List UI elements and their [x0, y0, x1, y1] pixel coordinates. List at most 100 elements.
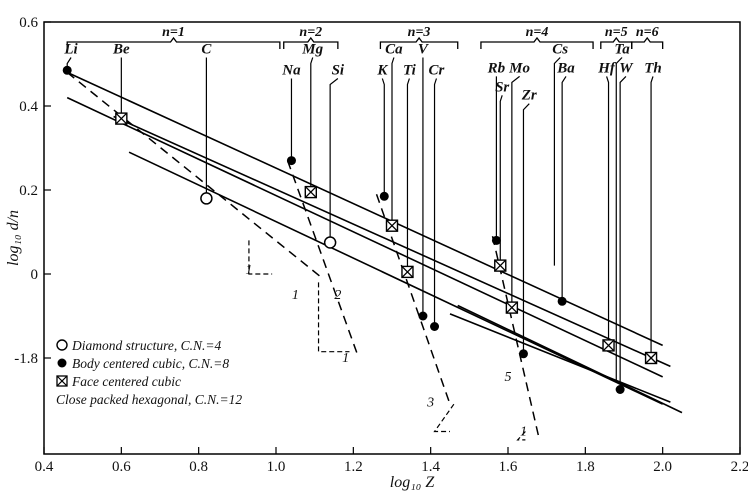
- data-point-fcc: [401, 265, 414, 279]
- group-label: n=5: [605, 25, 628, 40]
- element-label: V: [418, 42, 430, 58]
- trend-line: [449, 313, 671, 403]
- slope-triangle: [433, 403, 455, 433]
- slope-label: 3: [426, 395, 434, 410]
- slope-triangle: [317, 282, 350, 353]
- group-brace: [283, 36, 339, 49]
- group-brace: [480, 36, 594, 49]
- legend-entry: Close packed hexagonal, C.N.=12: [56, 392, 242, 407]
- legend: Diamond structure, C.N.=4 Body centered c…: [56, 338, 242, 407]
- data-point-fcc: [304, 185, 317, 199]
- element-label: K: [376, 63, 388, 79]
- fcc-marker-cross: [401, 265, 414, 278]
- data-point-bcc: [430, 322, 440, 331]
- element-label: Cs: [552, 42, 568, 58]
- element-label: Hf: [597, 60, 617, 76]
- element-label: Sr: [495, 79, 509, 95]
- data-point-fcc: [385, 219, 399, 232]
- element-leader-line: [310, 57, 314, 193]
- y-tick-label: 0.2: [19, 183, 38, 199]
- data-point-bcc: [491, 235, 501, 245]
- legend-marker-diamond: [56, 339, 68, 351]
- fcc-marker-cross: [645, 352, 658, 364]
- slope-triangle: [516, 431, 526, 441]
- element-label: Li: [63, 42, 78, 58]
- x-tick-label: 1.0: [267, 459, 286, 475]
- trend-line: [128, 151, 664, 405]
- data-point-fcc: [494, 259, 507, 272]
- element-leader-line: [553, 57, 561, 266]
- fcc-marker-cross: [505, 301, 518, 314]
- element-label: Rb: [487, 60, 506, 76]
- element-leader-line: [406, 78, 410, 272]
- element-leader-line: [391, 57, 395, 226]
- x-axis: 0.4 0.6 0.8 1.0 1.2 1.4 1.6 1.8 2.0 2.2: [35, 447, 748, 475]
- x-tick-label: 1.6: [499, 459, 518, 475]
- element-label: Na: [281, 63, 301, 79]
- data-point-fcc: [602, 339, 615, 352]
- element-label: Si: [332, 63, 345, 79]
- element-label: C: [201, 42, 212, 58]
- x-tick-label: 0.6: [112, 459, 131, 475]
- slope-label: 1: [342, 351, 349, 366]
- fcc-marker-cross: [304, 186, 317, 199]
- legend-marker-bcc: [57, 358, 67, 368]
- group-label: n=6: [636, 25, 659, 40]
- dashed-trend-line: [286, 160, 358, 355]
- element-label: Ti: [403, 63, 417, 79]
- legend-entry: Face centered cubic: [71, 374, 181, 389]
- element-leader-line: [615, 57, 623, 382]
- slope-label: 1: [520, 425, 527, 440]
- trend-line: [66, 71, 664, 347]
- fcc-marker-cross: [602, 339, 615, 352]
- y-axis: 0.6 0.4 0.2 0 -1.8: [14, 15, 51, 367]
- data-point-bcc: [615, 385, 625, 394]
- element-leader-line: [522, 103, 530, 354]
- element-label: Be: [112, 42, 130, 58]
- x-tick-label: 1.4: [421, 459, 440, 475]
- element-leader-line: [606, 76, 610, 346]
- element-label: W: [619, 60, 634, 76]
- legend-entry: Diamond structure, C.N.=4: [71, 338, 221, 353]
- x-tick-label: 1.8: [576, 459, 595, 475]
- data-point-bcc: [518, 349, 528, 359]
- data-point-fcc: [644, 351, 658, 365]
- dashed-trend-line: [66, 71, 323, 279]
- x-tick-label: 0.4: [35, 459, 54, 475]
- element-leader-line: [381, 78, 385, 197]
- data-point-fcc: [115, 112, 128, 125]
- data-point-diamond: [200, 192, 213, 205]
- element-leader-line: [650, 76, 654, 358]
- element-leader-line: [561, 76, 567, 302]
- group-brace: [631, 36, 664, 49]
- element-leader-line: [499, 95, 503, 266]
- element-label: Ca: [385, 42, 403, 58]
- group-label: n=4: [526, 25, 549, 40]
- element-leader-line: [433, 78, 438, 327]
- slope-label: 5: [505, 370, 512, 385]
- x-tick-label: 1.2: [344, 459, 363, 475]
- fcc-marker-cross: [494, 259, 507, 272]
- group-brace: [379, 36, 459, 49]
- slope-label: 2: [334, 288, 341, 303]
- slope-triangle: [248, 240, 273, 275]
- data-point-bcc: [557, 296, 567, 306]
- element-label: Ta: [614, 42, 630, 58]
- element-leader-line: [329, 78, 339, 243]
- group-brace: [66, 36, 281, 49]
- data-point-fcc: [505, 301, 519, 314]
- y-axis-label: log₁₀ d/n: [5, 210, 22, 266]
- y-tick-label: 0.4: [19, 99, 38, 115]
- fcc-marker-cross: [115, 112, 128, 125]
- fcc-marker-cross: [386, 219, 398, 232]
- data-point-bcc: [62, 65, 72, 75]
- slope-label: 1: [245, 263, 252, 278]
- x-tick-label: 0.8: [189, 459, 208, 475]
- group-label: n=1: [162, 25, 185, 40]
- slope-label: 1: [292, 288, 299, 303]
- x-axis-label: log₁₀ Z: [390, 474, 436, 491]
- element-leader-line: [511, 75, 520, 308]
- y-tick-label: 0: [31, 267, 39, 283]
- data-point-bcc: [286, 156, 296, 166]
